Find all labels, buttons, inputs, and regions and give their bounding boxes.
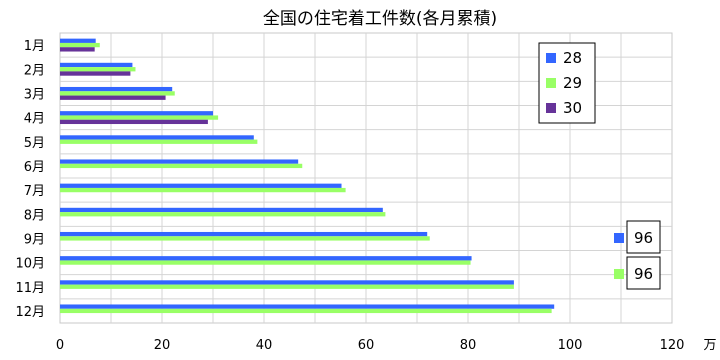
callout-box-29 (626, 256, 661, 290)
bar-series-28-3月 (60, 86, 173, 92)
bar-series-28-8月 (60, 207, 383, 213)
bar-series-29-4月 (60, 115, 219, 120)
bar-series-30-4月 (60, 119, 208, 125)
bar-series-28-2月 (60, 62, 133, 68)
legend-swatch-29 (546, 78, 556, 88)
y-tick-label: 5月 (24, 136, 45, 151)
bars (60, 38, 555, 314)
legend-swatch-30 (546, 103, 556, 113)
y-tick-label: 8月 (24, 208, 45, 223)
bar-series-28-11月 (60, 280, 514, 285)
bar-series-29-9月 (60, 236, 430, 241)
bar-series-29-12月 (60, 308, 552, 314)
bar-series-29-3月 (60, 91, 175, 96)
bar-series-29-8月 (60, 212, 386, 217)
x-tick-label: 60 (358, 338, 375, 353)
bar-series-29-2月 (60, 67, 136, 72)
bar-series-28-6月 (60, 159, 299, 164)
y-tick-label: 6月 (24, 160, 45, 175)
bar-series-28-7月 (60, 183, 342, 188)
y-tick-label: 10月 (15, 257, 45, 272)
x-tick-label: 20 (154, 338, 171, 353)
legend-swatch-28 (546, 53, 556, 63)
legend-label-29: 29 (563, 74, 582, 92)
callouts: 96 96 (614, 220, 661, 290)
bar-series-28-9月 (60, 231, 428, 237)
callout-label-29: 96 (634, 265, 653, 283)
chart-title: 全国の住宅着工件数(各月累積) (263, 9, 497, 29)
x-tick-label: 120 (660, 338, 685, 353)
bar-series-28-10月 (60, 256, 472, 261)
callout-swatch-29 (614, 269, 624, 279)
x-axis-tick-labels: 0 20 40 60 80 100 120 (56, 338, 685, 353)
bar-series-30-3月 (60, 95, 166, 100)
y-tick-label: 11月 (15, 281, 45, 296)
legend-label-30: 30 (563, 99, 582, 117)
x-tick-label: 80 (460, 338, 477, 353)
bar-series-28-1月 (60, 38, 96, 43)
bar-series-29-10月 (60, 260, 471, 265)
bar-series-29-11月 (60, 284, 514, 289)
x-tick-label: 100 (558, 338, 583, 353)
bar-series-29-7月 (60, 187, 346, 193)
y-tick-label: 2月 (24, 63, 45, 78)
bar-series-30-2月 (60, 71, 131, 76)
callout-swatch-28 (614, 233, 624, 243)
bar-series-29-6月 (60, 163, 303, 169)
y-tick-label: 9月 (24, 232, 45, 247)
legend-label-28: 28 (563, 49, 582, 67)
bar-series-28-5月 (60, 135, 254, 140)
x-axis-unit-label: 万 (703, 338, 716, 353)
legend: 28 29 30 (538, 42, 596, 124)
y-tick-label: 7月 (24, 184, 45, 199)
bar-series-29-5月 (60, 139, 258, 144)
y-tick-label: 12月 (15, 305, 45, 320)
bar-series-28-12月 (60, 304, 555, 309)
y-tick-label: 3月 (24, 87, 45, 102)
x-tick-label: 40 (256, 338, 273, 353)
bar-series-30-1月 (60, 47, 95, 52)
bar-series-29-1月 (60, 42, 100, 48)
y-axis-tick-labels: 1月 2月 3月 4月 5月 6月 7月 8月 9月 10月 11月 12月 (15, 39, 45, 320)
bar-series-28-4月 (60, 111, 213, 116)
callout-label-28: 96 (634, 229, 653, 247)
y-tick-label: 1月 (24, 39, 45, 54)
x-tick-label: 0 (56, 338, 64, 353)
callout-box-28 (626, 220, 661, 254)
y-tick-label: 4月 (24, 112, 45, 127)
